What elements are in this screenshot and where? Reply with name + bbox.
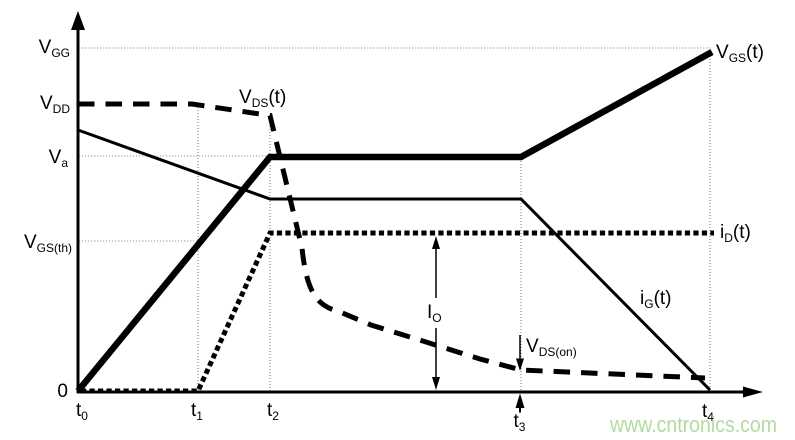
svg-text:www.cntronics.com: www.cntronics.com <box>609 412 777 437</box>
svg-text:VDS(t): VDS(t) <box>239 87 286 110</box>
svg-text:VGS(t): VGS(t) <box>716 42 764 65</box>
svg-text:0: 0 <box>57 381 68 402</box>
